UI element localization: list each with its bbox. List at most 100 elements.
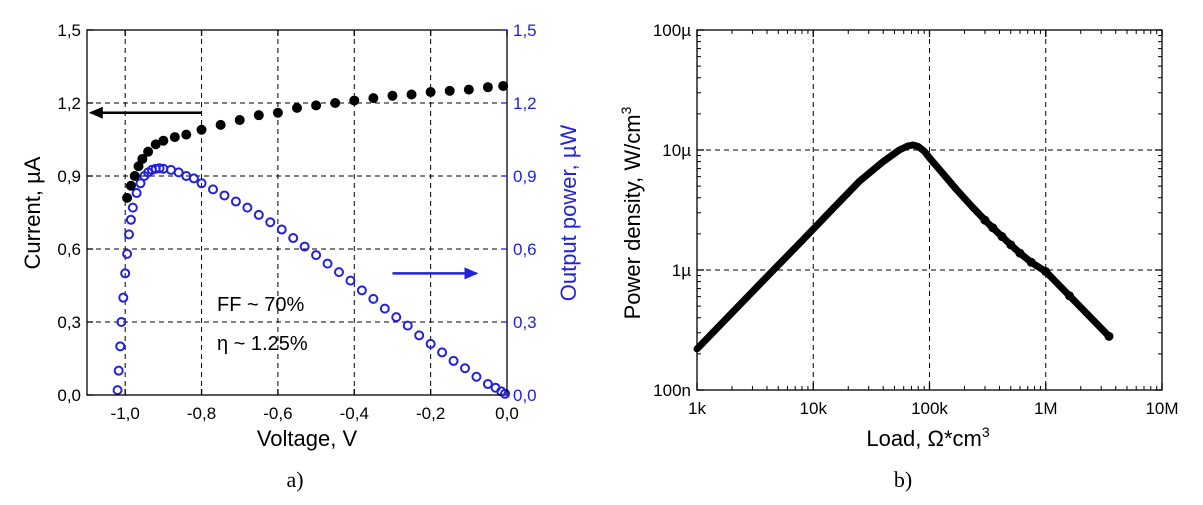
power-point xyxy=(356,285,367,296)
current-point xyxy=(292,102,302,113)
y-tick-label: 100n xyxy=(653,381,691,400)
power-point xyxy=(112,385,123,396)
power-point xyxy=(288,233,299,244)
chart-a-ticks xyxy=(87,29,508,396)
power-density-point xyxy=(1041,267,1051,277)
chart-b-y-axis-label-text: Power density, W/cm xyxy=(620,114,645,319)
power-point xyxy=(125,214,136,225)
current-point xyxy=(444,85,455,96)
power-point xyxy=(276,224,287,235)
x-tick-label: -0,4 xyxy=(340,404,369,423)
chart-b-y-axis-label: Power density, W/cm3 xyxy=(618,106,645,319)
power-point xyxy=(116,317,127,327)
power-density-point xyxy=(1015,248,1025,258)
power-density-point xyxy=(1026,257,1036,267)
current-point xyxy=(169,132,180,143)
chart-b-ticks xyxy=(696,29,1163,391)
current-point xyxy=(137,153,148,164)
x-tick-label: 100k xyxy=(911,399,948,418)
chart-b-x-tick-labels: 1k 10k 100k 1M 10M xyxy=(688,399,1179,418)
x-tick-label: 1k xyxy=(688,399,706,418)
y-tick-label: 100µ xyxy=(653,21,691,40)
x-tick-label: 10M xyxy=(1145,399,1178,418)
power-point xyxy=(414,330,425,341)
chart-b-grid xyxy=(697,30,1162,390)
current-point xyxy=(387,90,398,101)
power-point xyxy=(482,379,493,390)
power-point xyxy=(120,268,131,279)
x-tick-label: -1,0 xyxy=(111,404,140,423)
power-point xyxy=(437,347,448,358)
power-point xyxy=(173,167,184,178)
y-right-tick-label: 0,0 xyxy=(513,386,537,405)
y-tick-label: 1µ xyxy=(672,261,691,280)
y-left-tick-label: 0,3 xyxy=(57,313,81,332)
power-point xyxy=(113,365,124,376)
current-point xyxy=(215,119,226,130)
current-point xyxy=(158,135,169,146)
y-left-tick-label: 0,9 xyxy=(57,167,81,186)
power-point xyxy=(196,178,207,189)
chart-a-frame xyxy=(86,29,508,396)
power-point xyxy=(334,267,344,278)
power-density-point xyxy=(997,232,1007,242)
power-density-series xyxy=(693,141,1114,353)
chart-b-y-axis-label-sup: 3 xyxy=(618,106,634,114)
chart-a-y-right-tick-labels: 0,0 0,3 0,6 0,9 1,2 1,5 xyxy=(513,21,537,405)
current-point xyxy=(330,98,341,108)
power-density-point xyxy=(988,223,998,233)
x-tick-label: -0,8 xyxy=(187,404,216,423)
y-right-tick-label: 0,6 xyxy=(513,240,537,259)
chart-b-x-axis-label-sup: 3 xyxy=(982,424,990,440)
power-point xyxy=(219,190,230,201)
y-left-tick-label: 1,2 xyxy=(57,94,81,113)
power-point xyxy=(379,303,390,314)
power-point xyxy=(345,275,356,286)
power-point xyxy=(265,217,276,228)
panel-a-label: a) xyxy=(286,467,303,492)
y-right-tick-label: 0,3 xyxy=(513,313,537,332)
current-point xyxy=(272,107,283,118)
chart-b-y-tick-labels: 100n 1µ 10µ 100µ xyxy=(653,21,691,400)
current-point xyxy=(234,115,245,126)
chart-b-x-axis-label: Load, Ω*cm3 xyxy=(866,424,990,451)
chart-a: -1,0 -0,8 -0,6 -0,4 -0,2 0,0 0,0 0,3 0,6 0,9 1,2 1… xyxy=(20,21,581,492)
current-point xyxy=(482,82,493,93)
power-point xyxy=(391,312,402,323)
y-tick-label: 10µ xyxy=(662,141,691,160)
efficiency-annotation: η ~ 1.25% xyxy=(217,333,308,355)
power-point xyxy=(253,209,264,220)
power-point xyxy=(368,293,379,304)
y-left-tick-label: 1,5 xyxy=(57,21,81,40)
current-point xyxy=(425,87,436,98)
chart-a-y-left-tick-labels: 0,0 0,3 0,6 0,9 1,2 1,5 xyxy=(57,21,81,405)
power-point xyxy=(127,202,138,213)
power-density-line xyxy=(693,141,1113,353)
power-point xyxy=(242,202,253,213)
current-point xyxy=(406,89,417,100)
chart-b-x-axis-label-text: Load, Ω*cm xyxy=(866,426,982,451)
power-point xyxy=(322,258,333,269)
power-point xyxy=(230,196,241,207)
power-point xyxy=(500,388,511,399)
power-point xyxy=(115,341,126,352)
power-point xyxy=(311,250,322,261)
power-point xyxy=(122,248,133,259)
power-point xyxy=(299,241,310,252)
x-tick-label: 10k xyxy=(800,399,828,418)
power-point xyxy=(402,320,413,331)
current-point xyxy=(129,171,140,181)
power-point xyxy=(118,292,129,303)
power-density-point xyxy=(980,215,990,225)
power-point xyxy=(131,188,142,199)
x-tick-label: 1M xyxy=(1034,399,1058,418)
chart-a-x-axis-label: Voltage, V xyxy=(257,426,358,451)
power-density-point xyxy=(1104,331,1114,341)
x-tick-label: 0,0 xyxy=(495,404,519,423)
current-point xyxy=(349,95,360,106)
power-density-point xyxy=(1064,291,1074,301)
x-tick-label: -0,6 xyxy=(263,404,292,423)
current-point xyxy=(122,192,133,203)
